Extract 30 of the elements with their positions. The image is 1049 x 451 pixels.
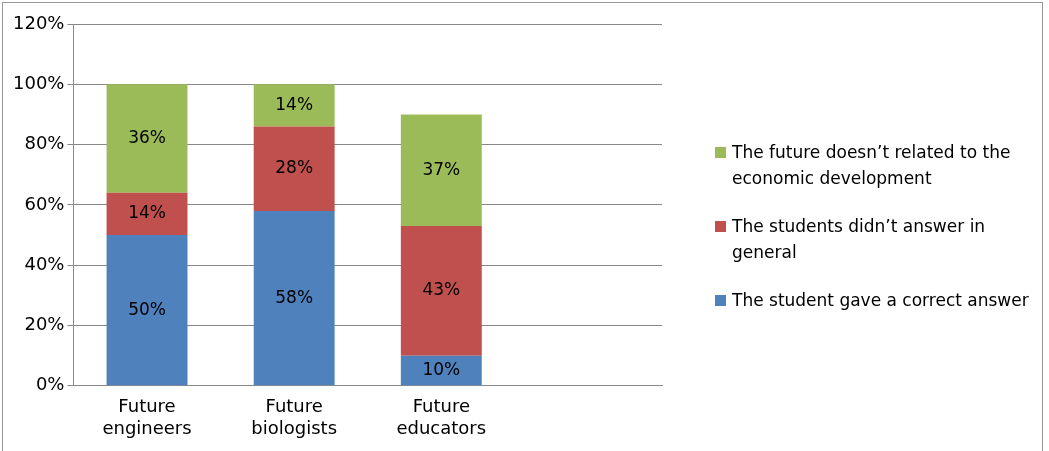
bar [253, 84, 335, 127]
bar [253, 210, 335, 386]
data-label: 58% [275, 286, 314, 307]
y-tick-label: 0% [35, 373, 65, 395]
bar [400, 114, 482, 227]
data-label: 14% [128, 202, 166, 223]
bar [106, 84, 188, 193]
data-label: 10% [422, 358, 461, 379]
legend-label: The future doesn’t related to the economic development [732, 140, 1012, 190]
y-tick-label: 20% [24, 313, 65, 335]
data-label: 43% [422, 279, 461, 300]
x-tick-label: Future engineers [102, 395, 192, 438]
data-label: 50% [128, 298, 166, 319]
data-label: 37% [422, 158, 461, 179]
bar [253, 126, 335, 211]
data-label: 36% [128, 126, 166, 147]
legend-label: The students didn’t answer in general [732, 214, 987, 264]
y-tick-label: 120% [12, 11, 65, 33]
y-tick-label: 100% [12, 71, 65, 93]
bar [106, 235, 188, 386]
y-tick-label: 60% [24, 192, 65, 214]
bar [400, 226, 482, 356]
data-label: 28% [275, 157, 314, 178]
x-tick-label: Future educators [396, 395, 487, 438]
data-label: 14% [275, 93, 314, 114]
y-tick-label: 80% [24, 132, 65, 154]
legend-label: The student gave a correct answer [732, 288, 1029, 312]
x-tick-label: Future biologists [251, 395, 338, 438]
bar [106, 192, 188, 236]
y-tick-label: 40% [24, 252, 65, 274]
